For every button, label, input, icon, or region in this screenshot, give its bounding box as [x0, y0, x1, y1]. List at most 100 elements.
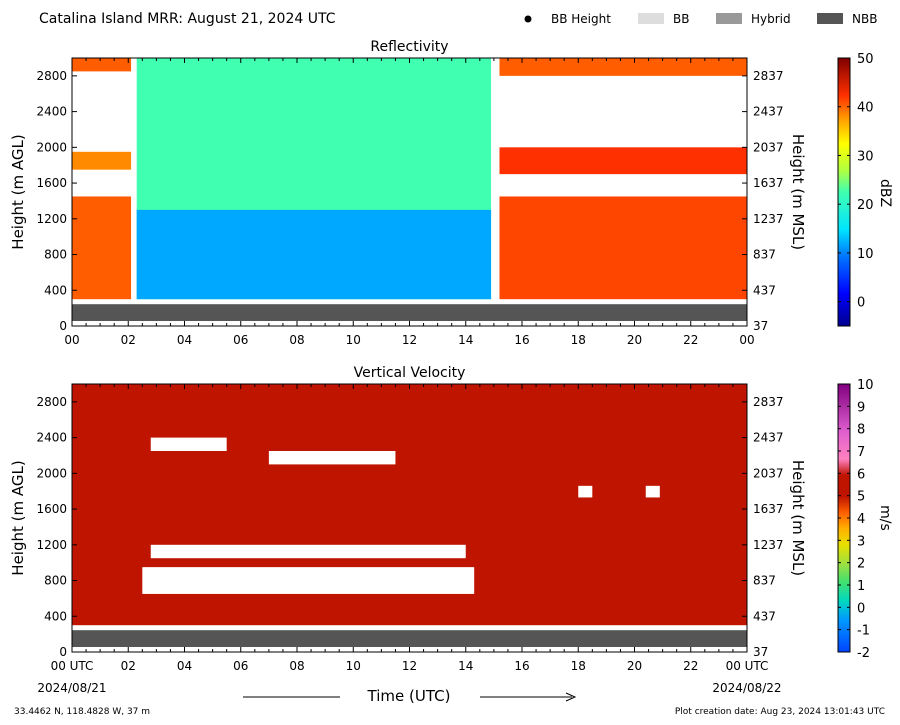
y-tick-label-right: 837	[753, 248, 776, 262]
x-tick-label: 16	[514, 333, 529, 347]
hybrid-legend-swatch	[716, 13, 742, 24]
colorbar-tick-label: 30	[857, 149, 874, 164]
x-tick-label: 06	[233, 659, 248, 673]
x-tick-label: 00 UTC	[51, 659, 94, 673]
time-arrow-head	[565, 692, 577, 702]
velocity-gap-5	[645, 485, 660, 498]
y-tick-label: 2800	[36, 395, 67, 409]
y-tick-label: 800	[44, 574, 67, 588]
y-tick-label-right: 2037	[753, 466, 784, 480]
colorbar-tick-label: 3	[857, 534, 865, 549]
x-tick-label: 10	[346, 333, 361, 347]
y-tick-label: 1600	[36, 176, 67, 190]
x-tick-label: 02	[121, 333, 136, 347]
y-tick-label-right: 37	[753, 319, 768, 333]
y-tick-label-right: 2437	[753, 431, 784, 445]
colorbar-tick-label: 10	[857, 378, 874, 393]
velocity-gap-0	[150, 437, 227, 451]
colorbar-tick-label: 40	[857, 101, 874, 116]
colorbar-tick-label: -2	[857, 646, 870, 661]
x-tick-label: 22	[683, 659, 698, 673]
colorbar-tick-label: 6	[857, 467, 865, 482]
x-tick-label: 00	[739, 333, 754, 347]
y-tick-label-right: 1637	[753, 176, 784, 190]
x-tick-label: 04	[177, 333, 192, 347]
colorbar-tick-label: 4	[857, 512, 865, 527]
velocity-gap-2	[150, 544, 466, 559]
colorbar-tick-label: -1	[857, 624, 870, 639]
y-tick-label: 2000	[36, 140, 67, 154]
velocity-gap-4	[578, 485, 593, 498]
reflectivity-panel: Reflectivity 00 02 04 06 08 10 12 14 16 18 20 22 000…	[9, 39, 893, 347]
x-tick-label: 00	[64, 333, 79, 347]
time-axis-label: Time (UTC)	[367, 687, 451, 705]
x-tick-label: 14	[458, 659, 473, 673]
y-tick-label: 800	[44, 248, 67, 262]
bb-height-legend-marker	[524, 15, 532, 23]
colorbar-tick-label: 8	[857, 423, 865, 438]
y-tick-label-right: 1237	[753, 212, 784, 226]
nbb-legend-swatch	[817, 13, 843, 24]
x-tick-label: 06	[233, 333, 248, 347]
legend-label-bb: BB	[673, 12, 689, 26]
x-tick-label: 12	[402, 659, 417, 673]
y-tick-label-right: 2437	[753, 105, 784, 119]
y-tick-label-right: 2837	[753, 69, 784, 83]
y-tick-label: 1200	[36, 538, 67, 552]
y-tick-label-right: 1637	[753, 502, 784, 516]
y-tick-label: 1200	[36, 212, 67, 226]
reflectivity-ylabel-right: Height (m MSL)	[789, 134, 807, 250]
colorbar-tick-label: 2	[857, 557, 865, 572]
vertical-velocity-ylabel-right: Height (m MSL)	[789, 460, 807, 576]
header-legend: BB Height BB Hybrid NBB	[524, 12, 877, 26]
x-tick-label: 00 UTC	[726, 659, 769, 673]
dbz-colorbar-ticks: 0 10 20 30 40 50	[838, 52, 874, 311]
y-tick-label-right: 437	[753, 283, 776, 297]
colorbar-tick-label: 0	[857, 296, 865, 311]
colorbar-tick-label: 20	[857, 198, 874, 213]
colorbar-tick-label: 0	[857, 601, 865, 616]
reflectivity-ylabel: Height (m AGL)	[9, 134, 27, 249]
start-date: 2024/08/21	[37, 681, 106, 695]
x-tick-label: 02	[121, 659, 136, 673]
y-tick-label: 2800	[36, 69, 67, 83]
velocity-gap-3	[142, 567, 475, 594]
x-tick-label: 14	[458, 333, 473, 347]
x-tick-label: 04	[177, 659, 192, 673]
x-tick-label: 18	[571, 659, 586, 673]
x-tick-label: 18	[571, 333, 586, 347]
dbz-colorbar	[837, 57, 851, 327]
plot-creation-date: Plot creation date: Aug 23, 2024 13:01:4…	[675, 707, 885, 717]
reflectivity-region-4	[136, 209, 492, 300]
y-tick-label: 0	[59, 645, 67, 659]
y-tick-label: 2000	[36, 466, 67, 480]
x-tick-label: 22	[683, 333, 698, 347]
colorbar-tick-label: 10	[857, 247, 874, 262]
reflectivity-heatmap	[72, 58, 747, 321]
y-tick-label: 1600	[36, 502, 67, 516]
y-tick-label: 400	[44, 609, 67, 623]
velocity-gap-1	[268, 451, 396, 465]
y-tick-label: 0	[59, 319, 67, 333]
bb-legend-swatch	[638, 13, 664, 24]
dbz-colorbar-label: dBZ	[877, 179, 893, 207]
x-tick-label: 20	[627, 333, 642, 347]
colorbar-tick-label: 7	[857, 445, 865, 460]
colorbar-tick-label: 9	[857, 400, 865, 415]
colorbar-tick-label: 50	[857, 52, 874, 67]
velocity-colorbar-label: m/s	[877, 505, 893, 531]
vertical-velocity-heatmap	[72, 384, 747, 647]
y-tick-label-right: 2837	[753, 395, 784, 409]
vertical-velocity-title: Vertical Velocity	[354, 365, 466, 381]
legend-label-hybrid: Hybrid	[751, 12, 791, 26]
figure-title: Catalina Island MRR: August 21, 2024 UTC	[39, 11, 336, 27]
end-date: 2024/08/22	[712, 681, 781, 695]
legend-label-nbb: NBB	[852, 12, 877, 26]
vertical-velocity-panel: Vertical Velocity 00 UTC 02 04 06 08 10 12 14 16…	[9, 365, 893, 673]
nbb-band	[72, 630, 747, 647]
x-tick-label: 08	[289, 333, 304, 347]
reflectivity-title: Reflectivity	[370, 39, 448, 55]
colorbar-tick-label: 1	[857, 579, 865, 594]
